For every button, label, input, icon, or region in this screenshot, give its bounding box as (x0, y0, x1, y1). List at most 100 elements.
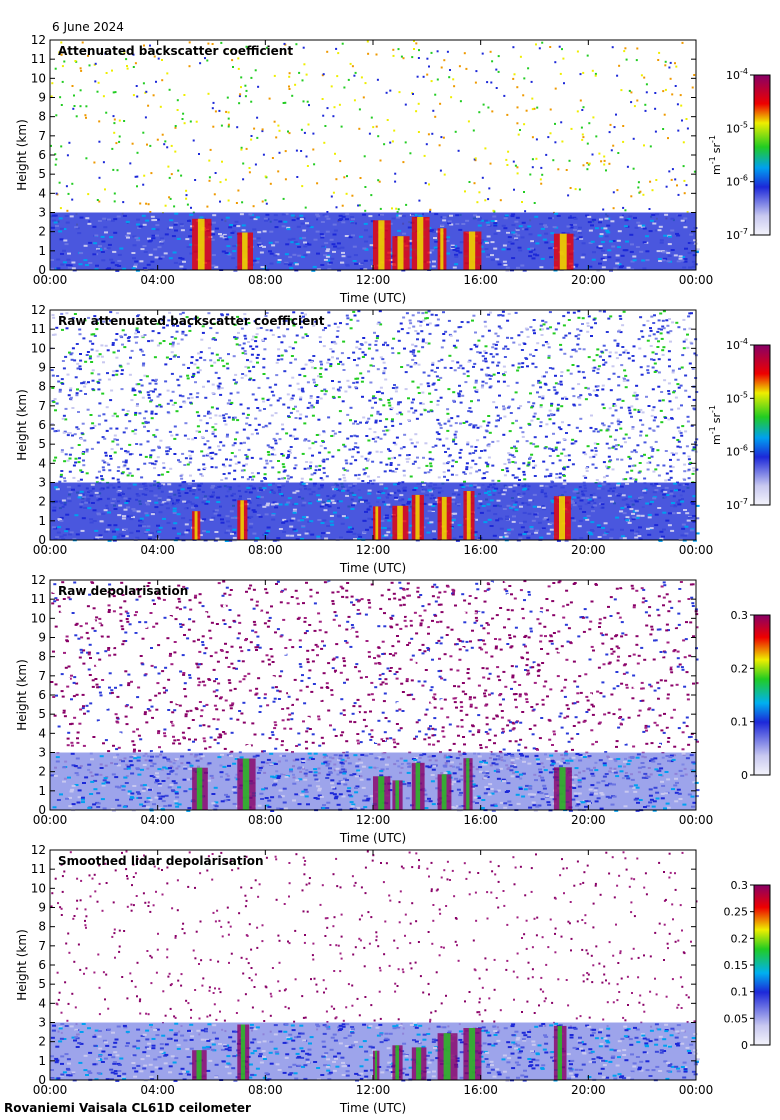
x-tick-label: 00:00 (33, 543, 68, 557)
y-tick-label: 4 (38, 996, 46, 1010)
colorbar-tick-label: 0.3 (731, 879, 749, 892)
heatmap-cells (50, 310, 700, 542)
y-tick-label: 0 (38, 263, 46, 277)
x-tick-label: 12:00 (356, 273, 391, 287)
colorbar-tick-label: 0 (741, 769, 748, 782)
colorbar-tick-label: 0.1 (731, 986, 749, 999)
y-tick-label: 8 (38, 110, 46, 124)
colorbar-tick-label: 10-5 (726, 120, 748, 135)
y-tick-label: 3 (38, 746, 46, 760)
y-tick-label: 5 (38, 167, 46, 181)
y-tick-label: 11 (31, 322, 46, 336)
x-tick-label: 08:00 (248, 273, 283, 287)
x-tick-label: 08:00 (248, 543, 283, 557)
colorbar-tick-label: 10-5 (726, 390, 748, 405)
colorbar (753, 884, 771, 1046)
instrument-label: Rovaniemi Vaisala CL61D ceilometer (4, 1101, 251, 1115)
x-tick-label: 20:00 (571, 273, 606, 287)
y-tick-label: 0 (38, 803, 46, 817)
y-tick-label: 3 (38, 476, 46, 490)
colorbar-tick-label: 0.3 (731, 609, 749, 622)
colorbar-tick-label: 0.25 (724, 906, 749, 919)
colorbar-unit: m-1sr-1 (708, 405, 723, 445)
y-axis-label: Height (km) (15, 659, 29, 730)
colorbar (753, 344, 771, 506)
colorbar-tick-label: 0.15 (724, 959, 749, 972)
y-tick-label: 10 (31, 611, 46, 625)
x-tick-label: 12:00 (356, 813, 391, 827)
y-tick-label: 5 (38, 707, 46, 721)
x-axis-label: Time (UTC) (339, 1101, 406, 1115)
y-tick-label: 10 (31, 71, 46, 85)
y-tick-label: 1 (38, 244, 46, 258)
colorbar-tick-label: 10-4 (726, 337, 748, 352)
panel-title: Smoothed lidar depolarisation (58, 854, 264, 868)
y-tick-label: 9 (38, 631, 46, 645)
y-tick-label: 12 (31, 303, 46, 317)
y-tick-label: 10 (31, 881, 46, 895)
y-tick-label: 6 (38, 688, 46, 702)
y-tick-label: 2 (38, 765, 46, 779)
y-tick-label: 1 (38, 514, 46, 528)
y-tick-label: 11 (31, 862, 46, 876)
colorbar-tick-label: 10-6 (726, 444, 748, 459)
y-tick-label: 4 (38, 456, 46, 470)
colorbar-tick-label: 0.2 (731, 932, 749, 945)
y-tick-label: 8 (38, 920, 46, 934)
x-axis-label: Time (UTC) (339, 291, 406, 305)
panel-title: Raw attenuated backscatter coefficient (58, 314, 325, 328)
colorbar-tick-label: 0.2 (731, 662, 749, 675)
x-tick-label: 16:00 (463, 1083, 498, 1097)
x-tick-label: 12:00 (356, 1083, 391, 1097)
y-axis-label: Height (km) (15, 929, 29, 1000)
x-axis-label: Time (UTC) (339, 561, 406, 575)
y-tick-label: 12 (31, 573, 46, 587)
heatmap-cells (50, 580, 700, 812)
x-axis-label: Time (UTC) (339, 831, 406, 845)
x-tick-label: 00:00 (33, 273, 68, 287)
x-tick-label: 16:00 (463, 273, 498, 287)
y-tick-label: 6 (38, 418, 46, 432)
x-tick-label: 00:00 (33, 813, 68, 827)
x-tick-label: 04:00 (140, 1083, 175, 1097)
y-tick-label: 7 (38, 129, 46, 143)
x-tick-label: 00:00 (679, 273, 714, 287)
x-tick-label: 00:00 (679, 543, 714, 557)
y-tick-label: 2 (38, 495, 46, 509)
colorbar-tick-label: 0.05 (724, 1012, 749, 1025)
y-tick-label: 5 (38, 437, 46, 451)
x-tick-label: 16:00 (463, 813, 498, 827)
colorbar-tick-label: 10-7 (726, 227, 748, 242)
y-tick-label: 2 (38, 1035, 46, 1049)
y-tick-label: 9 (38, 91, 46, 105)
y-tick-label: 5 (38, 977, 46, 991)
heatmap-cells (50, 40, 700, 272)
y-tick-label: 1 (38, 1054, 46, 1068)
x-tick-label: 00:00 (679, 1083, 714, 1097)
x-tick-label: 00:00 (33, 1083, 68, 1097)
y-tick-label: 10 (31, 341, 46, 355)
x-tick-label: 16:00 (463, 543, 498, 557)
x-tick-label: 08:00 (248, 813, 283, 827)
y-tick-label: 11 (31, 592, 46, 606)
date-label: 6 June 2024 (52, 20, 124, 34)
y-axis-label: Height (km) (15, 119, 29, 190)
colorbar (753, 74, 771, 236)
y-tick-label: 9 (38, 901, 46, 915)
y-tick-label: 3 (38, 1016, 46, 1030)
y-tick-label: 8 (38, 650, 46, 664)
y-tick-label: 0 (38, 1073, 46, 1087)
x-tick-label: 00:00 (679, 813, 714, 827)
y-tick-label: 4 (38, 186, 46, 200)
y-tick-label: 12 (31, 33, 46, 47)
colorbar-unit: m-1sr-1 (708, 135, 723, 175)
colorbar-tick-label: 10-7 (726, 497, 748, 512)
colorbar-tick-label: 0.1 (731, 716, 749, 729)
panel-title: Raw depolarisation (58, 584, 188, 598)
x-tick-label: 08:00 (248, 1083, 283, 1097)
